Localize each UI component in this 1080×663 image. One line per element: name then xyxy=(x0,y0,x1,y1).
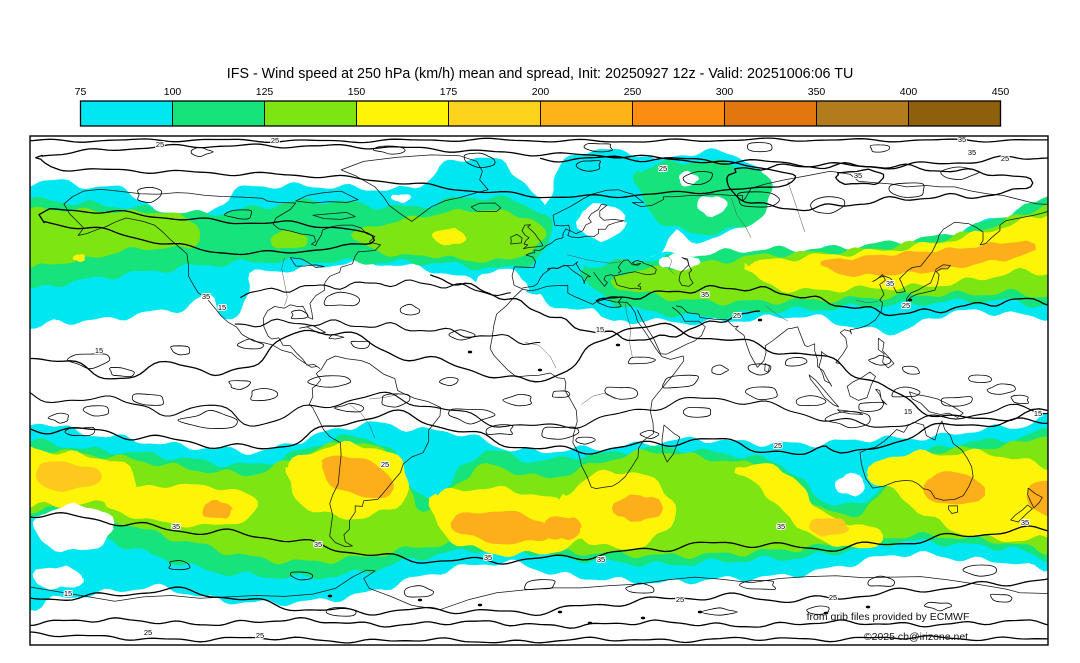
svg-text:25: 25 xyxy=(1001,154,1009,163)
svg-text:200: 200 xyxy=(532,86,550,98)
svg-text:25: 25 xyxy=(829,593,837,602)
svg-text:25: 25 xyxy=(774,441,782,450)
svg-text:35: 35 xyxy=(886,279,894,288)
svg-text:450: 450 xyxy=(992,86,1010,98)
svg-text:35: 35 xyxy=(777,522,785,531)
svg-text:25: 25 xyxy=(156,140,164,149)
svg-text:15: 15 xyxy=(596,325,604,334)
svg-text:35: 35 xyxy=(1021,518,1029,527)
svg-text:400: 400 xyxy=(900,86,918,98)
svg-text:25: 25 xyxy=(659,164,667,173)
svg-text:175: 175 xyxy=(440,86,458,98)
svg-text:IFS - Wind speed at 250 hPa (k: IFS - Wind speed at 250 hPa (km/h) mean … xyxy=(227,66,854,82)
svg-text:250: 250 xyxy=(624,86,642,98)
svg-text:15: 15 xyxy=(218,303,226,312)
svg-text:350: 350 xyxy=(808,86,826,98)
svg-text:25: 25 xyxy=(676,595,684,604)
svg-text:35: 35 xyxy=(958,135,966,144)
svg-text:35: 35 xyxy=(172,522,180,531)
svg-text:35: 35 xyxy=(968,148,976,157)
svg-text:35: 35 xyxy=(701,290,709,299)
svg-text:35: 35 xyxy=(202,292,210,301)
svg-text:300: 300 xyxy=(716,86,734,98)
svg-text:15: 15 xyxy=(64,589,72,598)
svg-text:75: 75 xyxy=(75,86,87,98)
svg-text:35: 35 xyxy=(597,555,605,564)
svg-text:35: 35 xyxy=(854,171,862,180)
svg-text:25: 25 xyxy=(381,460,389,469)
svg-text:15: 15 xyxy=(904,407,912,416)
svg-text:25: 25 xyxy=(256,631,264,640)
svg-text:25: 25 xyxy=(271,136,279,145)
svg-text:25: 25 xyxy=(144,628,152,637)
svg-text:35: 35 xyxy=(314,540,322,549)
svg-text:15: 15 xyxy=(95,346,103,355)
svg-text:25: 25 xyxy=(733,311,741,320)
svg-text:©2025 cb@irizone.net: ©2025 cb@irizone.net xyxy=(864,631,968,643)
svg-text:100: 100 xyxy=(164,86,182,98)
svg-text:35: 35 xyxy=(484,553,492,562)
svg-text:15: 15 xyxy=(1034,409,1042,418)
svg-text:150: 150 xyxy=(348,86,366,98)
svg-text:125: 125 xyxy=(256,86,274,98)
svg-text:25: 25 xyxy=(902,301,910,310)
svg-text:from grib files provided by EC: from grib files provided by ECMWF xyxy=(807,611,970,623)
